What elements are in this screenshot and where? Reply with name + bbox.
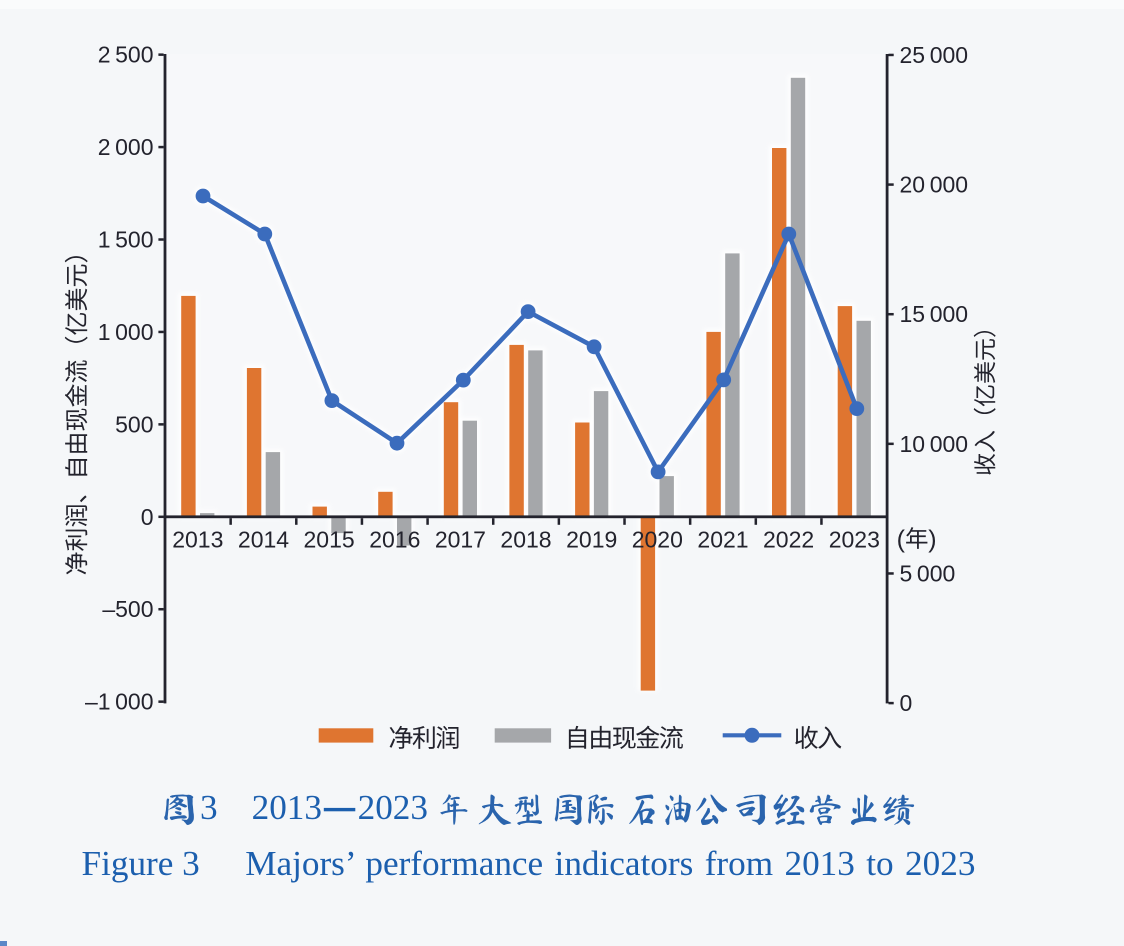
svg-text:2021: 2021 [697, 527, 748, 553]
svg-text:2020: 2020 [632, 527, 683, 553]
svg-text:500: 500 [115, 411, 153, 437]
svg-text:Figure 3: Figure 3 [82, 844, 200, 883]
svg-text:1 000: 1 000 [98, 319, 154, 345]
svg-text:3: 3 [200, 788, 218, 827]
svg-text:2019: 2019 [566, 527, 617, 553]
svg-text:2018: 2018 [500, 527, 551, 553]
svg-text:5 000: 5 000 [900, 561, 956, 587]
svg-text:2023: 2023 [358, 788, 428, 827]
svg-text:2013: 2013 [252, 788, 322, 827]
svg-text:2016: 2016 [369, 527, 420, 553]
svg-text:2 500: 2 500 [98, 42, 154, 68]
svg-text:2015: 2015 [304, 527, 355, 553]
svg-text:2022: 2022 [763, 527, 814, 553]
svg-text:–1 000: –1 000 [85, 689, 154, 715]
svg-text:2 000: 2 000 [98, 134, 154, 160]
svg-text:10 000: 10 000 [900, 431, 969, 457]
svg-text:20 000: 20 000 [900, 172, 969, 198]
svg-text:2013: 2013 [172, 527, 223, 553]
svg-text:2017: 2017 [435, 527, 486, 553]
svg-text:2023: 2023 [829, 527, 880, 553]
svg-text:15 000: 15 000 [900, 301, 969, 327]
svg-text:0: 0 [141, 504, 154, 530]
svg-text:–500: –500 [102, 596, 153, 622]
svg-text:(: ( [897, 526, 906, 554]
svg-text:): ) [928, 526, 936, 554]
svg-text:0: 0 [900, 690, 913, 716]
svg-text:2014: 2014 [238, 527, 289, 553]
svg-text:25 000: 25 000 [900, 42, 969, 68]
svg-text:1 500: 1 500 [98, 227, 154, 253]
svg-text:Majors’ performance indicators: Majors’ performance indicators from 2013… [245, 844, 975, 883]
